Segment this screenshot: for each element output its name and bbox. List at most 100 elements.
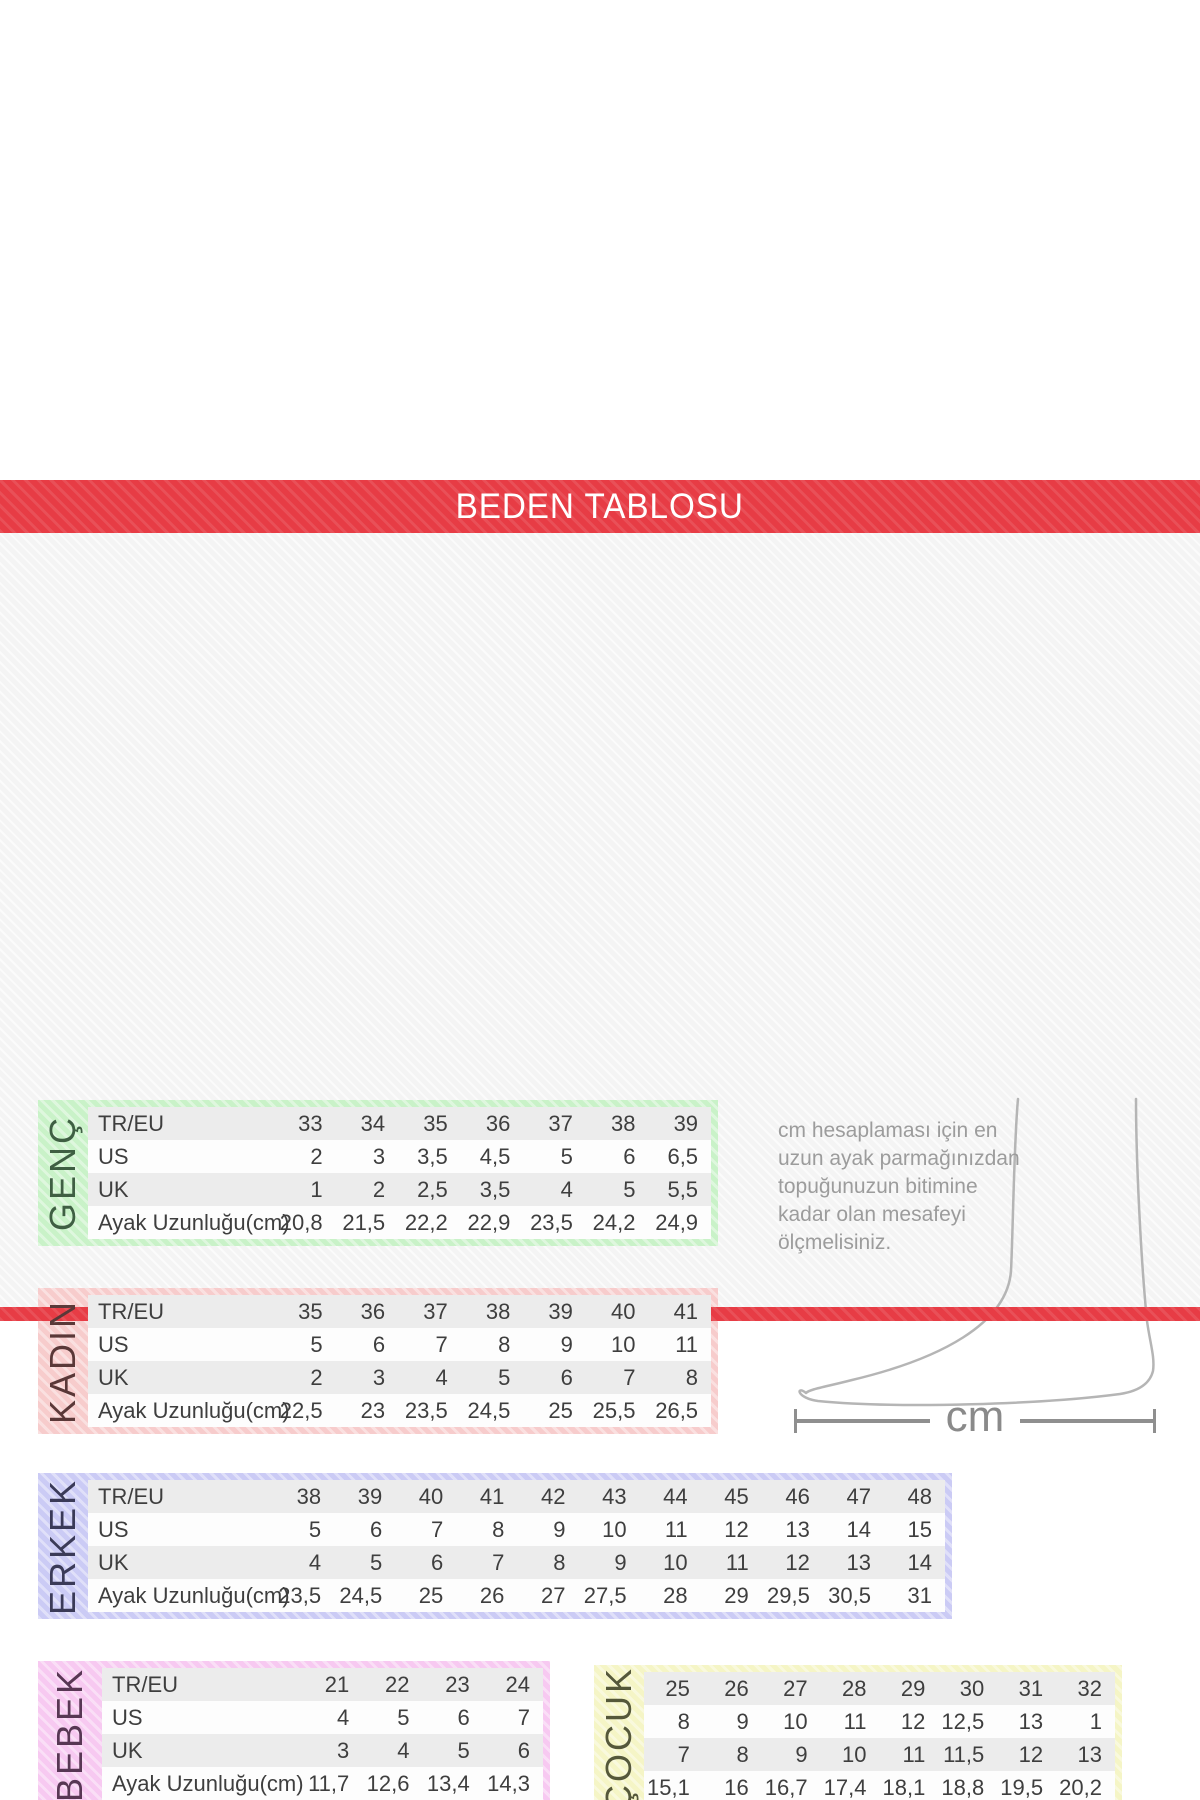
size-value-cell: 20,8 [279, 1209, 323, 1235]
size-value-cell: 27,5 [583, 1582, 627, 1608]
size-value-cell: 12,5 [941, 1708, 985, 1734]
size-value-cell: 13 [785, 1516, 810, 1542]
table-row: UK 2 3 4 5 6 7 8 [88, 1361, 711, 1394]
size-value-cell: 11 [902, 1741, 926, 1767]
section-cocuk: ÇOCUK 25 26 27 28 29 30 31 32 8 9 10 11 12 12,5 13 1 7 8 9… [594, 1665, 1122, 1800]
size-value-cell: 6 [560, 1364, 573, 1390]
size-value-cell: 38 [296, 1483, 322, 1509]
size-value-cell: 22,9 [467, 1209, 511, 1235]
size-value-cell: 32 [1077, 1675, 1102, 1701]
size-value-cell: 6 [431, 1549, 444, 1575]
size-value-cell: 25 [665, 1675, 690, 1701]
size-value-cell: 38 [610, 1110, 636, 1136]
size-value-cell: 23,5 [278, 1582, 322, 1608]
size-value-cell: 12 [785, 1549, 810, 1575]
row-label: UK [98, 1176, 129, 1202]
size-value-cell: 14,3 [487, 1770, 530, 1796]
size-value-cell: 36 [485, 1110, 511, 1136]
size-value-cell: 39 [357, 1483, 383, 1509]
measure-tick-left [794, 1409, 797, 1433]
row-label: TR/EU [98, 1110, 164, 1136]
size-value-cell: 2 [372, 1176, 386, 1202]
size-value-cell: 5 [457, 1737, 470, 1763]
section-label-kadin: KADIN [42, 1298, 83, 1424]
table-row: TR/EU 38 39 40 41 42 43 44 45 46 47 48 [88, 1480, 945, 1513]
size-value-cell: 12 [1018, 1741, 1044, 1767]
size-value-cell: 24 [505, 1671, 530, 1697]
size-value-cell: 11 [675, 1331, 699, 1357]
size-value-cell: 25 [418, 1582, 444, 1608]
size-value-cell: 7 [435, 1331, 448, 1357]
size-value-cell: 4 [435, 1364, 448, 1390]
section-erkek: ERKEK TR/EU 38 39 40 41 42 43 44 45 46 47 48 US 5 6 7 8 9… [38, 1473, 952, 1619]
row-label: US [98, 1331, 129, 1357]
size-value-cell: 17,4 [823, 1774, 867, 1800]
size-value-cell: 40 [418, 1483, 444, 1509]
size-value-cell: 15 [907, 1516, 933, 1542]
table-row: UK 1 2 2,5 3,5 4 5 5,5 [88, 1173, 711, 1206]
size-value-cell: 11 [843, 1708, 867, 1734]
measure-tick-right [1153, 1409, 1156, 1433]
size-value-cell: 39 [548, 1298, 573, 1324]
size-value-cell: 22,2 [404, 1209, 448, 1235]
size-value-cell: 3,5 [479, 1176, 511, 1202]
size-value-cell: 45 [724, 1483, 749, 1509]
size-table-bebek: TR/EU 21 22 23 24 US 4 5 6 7 UK 3 4 5 6 Ayak Uzunluğu(c… [102, 1668, 543, 1800]
size-value-cell: 5,5 [667, 1176, 699, 1202]
cm-unit-label: cm [945, 1392, 1005, 1441]
table-row: 15,1 16 16,7 17,4 18,1 18,8 19,5 20,2 [644, 1771, 1115, 1800]
size-value-cell: 5 [498, 1364, 511, 1390]
page-title: BEDEN TABLOSU [455, 486, 745, 526]
section-label-genc: GENÇ [42, 1115, 83, 1232]
size-value-cell: 2,5 [417, 1176, 448, 1202]
size-value-cell: 4,5 [479, 1143, 511, 1169]
table-row: 7 8 9 10 11 11,5 12 13 [644, 1738, 1115, 1771]
table-row: 8 9 10 11 12 12,5 13 1 [644, 1705, 1115, 1738]
size-value-cell: 29 [900, 1675, 926, 1701]
size-value-cell: 8 [736, 1741, 749, 1767]
size-value-cell: 4 [337, 1704, 350, 1730]
measurement-note: cm hesaplaması için en uzun ayak parmağı… [778, 1119, 1020, 1254]
size-value-cell: 41 [673, 1298, 699, 1324]
size-value-cell: 11,5 [943, 1741, 985, 1767]
row-label: UK [98, 1549, 129, 1575]
size-value-cell: 35 [298, 1298, 323, 1324]
table-row: US 5 6 7 8 9 10 11 12 13 14 15 [88, 1513, 945, 1546]
size-value-cell: 6 [369, 1516, 383, 1542]
size-table-kadin: TR/EU 35 36 37 38 39 40 41 US 5 6 7 8 9 10 11 UK 2 3 4 5 6 7 8 A… [88, 1295, 711, 1427]
size-value-cell: 13 [1018, 1708, 1044, 1734]
size-value-cell: 3,5 [417, 1143, 448, 1169]
size-value-cell: 28 [663, 1582, 688, 1608]
size-value-cell: 29 [724, 1582, 749, 1608]
row-label: Ayak Uzunluğu(cm) [98, 1209, 290, 1235]
size-value-cell: 24,2 [592, 1209, 636, 1235]
table-row: TR/EU 21 22 23 24 [102, 1668, 543, 1701]
size-value-cell: 20,2 [1059, 1774, 1102, 1800]
size-value-cell: 4 [397, 1737, 410, 1763]
size-value-cell: 44 [663, 1483, 688, 1509]
row-label: TR/EU [112, 1671, 178, 1697]
size-value-cell: 5 [623, 1176, 636, 1202]
section-label-erkek: ERKEK [42, 1477, 83, 1615]
size-value-cell: 9 [614, 1549, 627, 1575]
size-value-cell: 14 [846, 1516, 871, 1542]
size-value-cell: 2 [310, 1143, 323, 1169]
size-value-cell: 33 [298, 1110, 323, 1136]
size-value-cell: 36 [360, 1298, 386, 1324]
size-value-cell: 25 [548, 1397, 573, 1423]
section-bebek: BEBEK TR/EU 21 22 23 24 US 4 5 6 7 UK 3 4 5 6 Ayak Uzun… [38, 1661, 550, 1800]
size-value-cell: 2 [310, 1364, 323, 1390]
table-row: US 5 6 7 8 9 10 11 [88, 1328, 711, 1361]
table-row: TR/EU 33 34 35 36 37 38 39 [88, 1107, 711, 1140]
section-label-bebek: BEBEK [49, 1666, 90, 1800]
size-value-cell: 6 [623, 1143, 636, 1169]
size-value-cell: 10 [783, 1708, 808, 1734]
size-value-cell: 34 [360, 1110, 386, 1136]
size-value-cell: 37 [548, 1110, 573, 1136]
size-value-cell: 26,5 [655, 1397, 699, 1423]
table-row: Ayak Uzunluğu(cm) 23,5 24,5 25 26 27 27,5 28 29 2… [88, 1579, 945, 1612]
size-value-cell: 42 [540, 1483, 566, 1509]
size-value-cell: 18,8 [941, 1774, 985, 1800]
size-value-cell: 48 [907, 1483, 933, 1509]
size-value-cell: 22,5 [279, 1397, 323, 1423]
